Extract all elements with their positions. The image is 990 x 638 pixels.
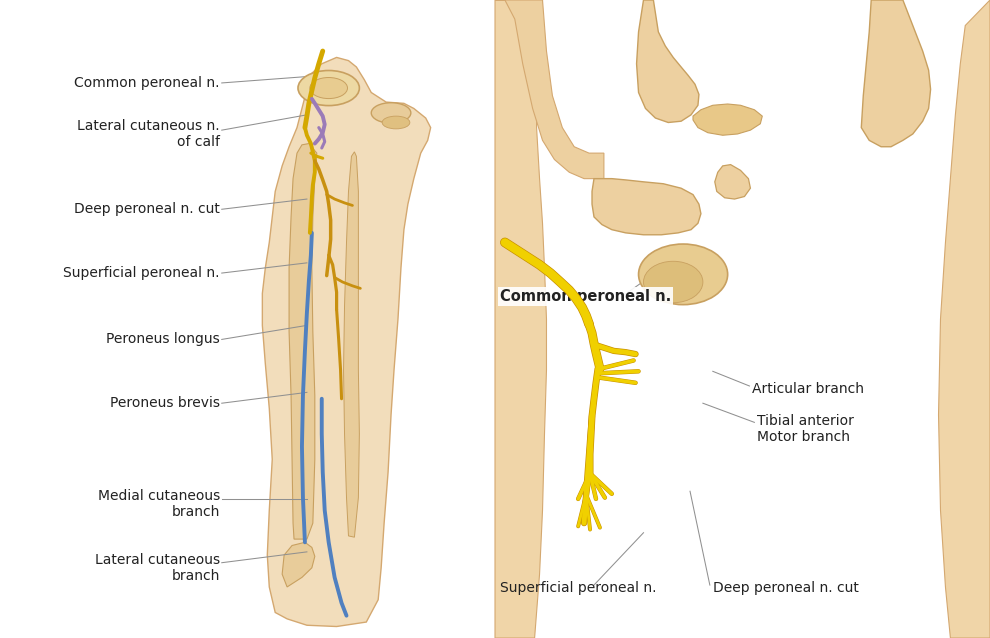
Polygon shape	[592, 179, 701, 235]
Text: Common peroneal n.: Common peroneal n.	[74, 76, 220, 90]
Ellipse shape	[644, 262, 703, 303]
Text: Peroneus longus: Peroneus longus	[106, 332, 220, 346]
Ellipse shape	[382, 116, 410, 129]
Polygon shape	[637, 0, 699, 122]
Text: Tibial anterior
Motor branch: Tibial anterior Motor branch	[757, 413, 854, 444]
Text: Deep peroneal n. cut: Deep peroneal n. cut	[74, 202, 220, 216]
Polygon shape	[693, 104, 762, 135]
Polygon shape	[939, 0, 990, 638]
Text: Medial cutaneous
branch: Medial cutaneous branch	[98, 489, 220, 519]
Polygon shape	[282, 542, 315, 587]
Text: Peroneus brevis: Peroneus brevis	[110, 396, 220, 410]
Ellipse shape	[310, 77, 347, 99]
Polygon shape	[344, 152, 359, 537]
Ellipse shape	[298, 71, 359, 105]
Text: Deep peroneal n. cut: Deep peroneal n. cut	[713, 581, 858, 595]
Polygon shape	[289, 144, 317, 539]
Polygon shape	[861, 0, 931, 147]
Polygon shape	[495, 0, 604, 179]
Text: Superficial peroneal n.: Superficial peroneal n.	[63, 266, 220, 280]
Polygon shape	[495, 0, 546, 638]
Text: Lateral cutaneous n.
of calf: Lateral cutaneous n. of calf	[77, 119, 220, 149]
Text: Common peroneal n.: Common peroneal n.	[500, 289, 671, 304]
Polygon shape	[262, 57, 431, 627]
Text: Articular branch: Articular branch	[752, 382, 864, 396]
Polygon shape	[715, 165, 750, 199]
Text: Lateral cutaneous
branch: Lateral cutaneous branch	[95, 553, 220, 583]
Ellipse shape	[639, 244, 728, 305]
Text: Superficial peroneal n.: Superficial peroneal n.	[500, 581, 656, 595]
Ellipse shape	[371, 103, 411, 123]
